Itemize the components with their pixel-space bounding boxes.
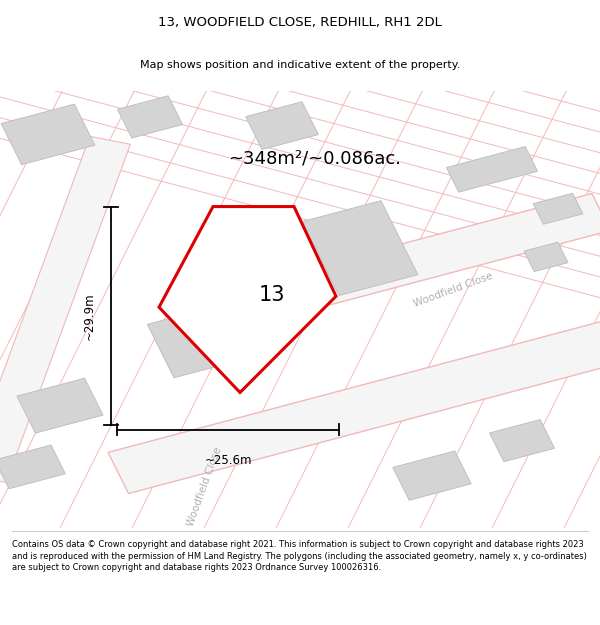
Polygon shape (533, 193, 583, 224)
Polygon shape (302, 201, 418, 296)
Text: ~348m²/~0.086ac.: ~348m²/~0.086ac. (228, 149, 401, 168)
Polygon shape (490, 419, 554, 462)
Polygon shape (254, 194, 600, 320)
Polygon shape (193, 255, 287, 338)
Polygon shape (1, 104, 95, 164)
Text: 13, WOODFIELD CLOSE, REDHILL, RH1 2DL: 13, WOODFIELD CLOSE, REDHILL, RH1 2DL (158, 16, 442, 29)
Polygon shape (446, 147, 538, 192)
Polygon shape (524, 242, 568, 272)
Text: Woodfield Close: Woodfield Close (185, 446, 223, 528)
Polygon shape (17, 378, 103, 433)
Polygon shape (147, 311, 225, 378)
Polygon shape (0, 136, 130, 483)
Polygon shape (159, 206, 336, 392)
Text: ~25.6m: ~25.6m (204, 454, 252, 467)
Text: Map shows position and indicative extent of the property.: Map shows position and indicative extent… (140, 60, 460, 70)
Polygon shape (393, 451, 471, 500)
Polygon shape (108, 318, 600, 494)
Polygon shape (0, 445, 65, 489)
Text: 13: 13 (259, 285, 286, 305)
Text: ~29.9m: ~29.9m (83, 292, 96, 340)
Text: Woodfield Close: Woodfield Close (412, 271, 494, 309)
Polygon shape (118, 96, 182, 138)
Text: Contains OS data © Crown copyright and database right 2021. This information is : Contains OS data © Crown copyright and d… (12, 540, 587, 572)
Polygon shape (245, 102, 319, 149)
